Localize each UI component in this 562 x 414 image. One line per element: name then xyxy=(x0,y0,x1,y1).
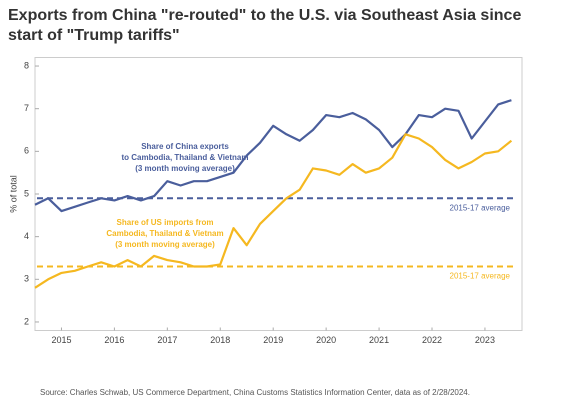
x-tick-label: 2015 xyxy=(51,335,71,345)
series-line xyxy=(34,99,512,213)
annotation: Share of China exports xyxy=(141,142,229,151)
y-tick-label: 8 xyxy=(24,60,29,70)
x-tick-label: 2018 xyxy=(210,335,230,345)
y-axis-label: % of total xyxy=(8,175,18,213)
plot-frame xyxy=(34,57,523,331)
chart-title: Exports from China "re-routed" to the U.… xyxy=(8,7,522,44)
y-tick-label: 7 xyxy=(24,103,29,113)
x-tick-label: 2023 xyxy=(475,335,495,345)
annotation: (3 month moving average) xyxy=(135,164,235,173)
annotation: to Cambodia, Thailand & Vietnam xyxy=(122,153,249,162)
x-tick-label: 2017 xyxy=(157,335,177,345)
source-note: Source: Charles Schwab, US Commerce Depa… xyxy=(40,388,470,397)
reference-label: 2015-17 average xyxy=(450,272,511,281)
annotation: Cambodia, Thailand & Vietnam xyxy=(106,229,223,238)
x-tick-label: 2020 xyxy=(316,335,336,345)
y-tick-label: 2 xyxy=(24,316,29,326)
reference-label: 2015-17 average xyxy=(450,203,511,212)
x-tick-label: 2016 xyxy=(104,335,124,345)
series-line xyxy=(34,133,513,289)
y-tick-label: 3 xyxy=(24,274,29,284)
y-tick-label: 5 xyxy=(24,188,29,198)
annotation: Share of US imports from xyxy=(117,218,214,227)
x-tick-label: 2022 xyxy=(422,335,442,345)
y-tick-label: 4 xyxy=(24,231,29,241)
x-tick-label: 2021 xyxy=(369,335,389,345)
x-tick-label: 2019 xyxy=(263,335,283,345)
annotation: (3 month moving average) xyxy=(115,240,215,249)
y-tick-label: 6 xyxy=(24,146,29,156)
